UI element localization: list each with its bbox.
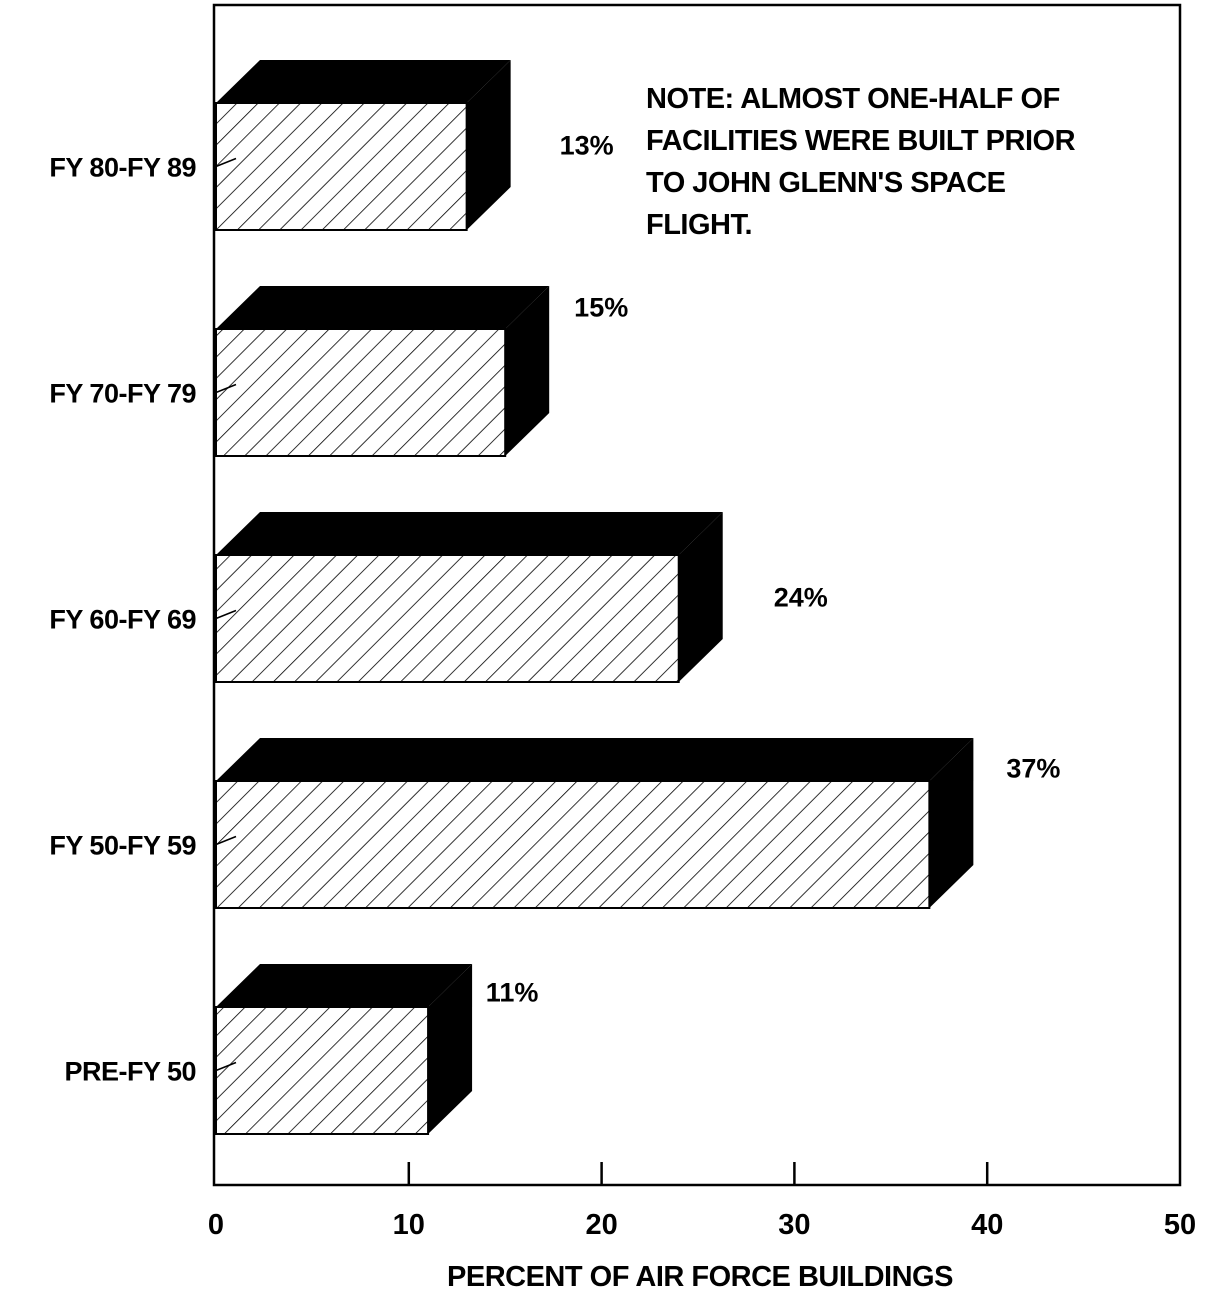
plot-frame (212, 3, 1182, 1187)
bar-top-face (216, 964, 473, 1007)
bar-group: FY 50-FY 59 37% (49, 738, 1060, 909)
category-label: FY 80-FY 89 (49, 153, 196, 183)
data-label: 15% (574, 293, 628, 323)
bar-top-face (216, 738, 974, 781)
bar-top-face (216, 286, 550, 329)
note-line: FACILITIES WERE BUILT PRIOR (646, 125, 1076, 157)
bar (215, 102, 468, 231)
bar (215, 328, 507, 457)
category-tick (215, 383, 237, 394)
bar (215, 554, 680, 683)
x-tick-label: 0 (208, 1209, 224, 1241)
bar-side-face (466, 60, 511, 230)
bar-side-face (929, 738, 974, 908)
category-label: FY 60-FY 69 (49, 605, 196, 635)
category-label: PRE-FY 50 (64, 1057, 196, 1087)
bars-group: FY 80-FY 89 13% FY 70-FY 79 15% FY 60-FY 69 2… (49, 60, 1060, 1135)
x-tick-label: 10 (393, 1209, 425, 1241)
category-label: FY 50-FY 59 (49, 831, 196, 861)
note-line: FLIGHT. (646, 209, 752, 241)
note-annotation: NOTE: ALMOST ONE-HALF OF FACILITIES WERE… (646, 83, 1076, 241)
bar-top-face (216, 512, 723, 555)
bar-group: FY 60-FY 69 24% (49, 512, 828, 683)
bar-group: FY 80-FY 89 13% (49, 60, 614, 231)
data-label: 37% (1006, 754, 1060, 784)
x-tick-label: 40 (971, 1209, 1003, 1241)
x-tick-label: 20 (585, 1209, 617, 1241)
note-line: TO JOHN GLENN'S SPACE (646, 167, 1006, 199)
bar-top-face (216, 60, 511, 103)
data-label: 24% (774, 583, 828, 613)
category-tick (215, 157, 237, 168)
category-tick (215, 609, 237, 620)
x-axis-label: PERCENT OF AIR FORCE BUILDINGS (447, 1261, 953, 1293)
bar-side-face (428, 964, 473, 1134)
bar (215, 1006, 430, 1135)
category-label: FY 70-FY 79 (49, 379, 196, 409)
data-label: 11% (486, 978, 539, 1008)
x-tick-label: 50 (1164, 1209, 1196, 1241)
category-tick (215, 1061, 237, 1072)
bar-side-face (505, 286, 550, 456)
bar-group: FY 70-FY 79 15% (49, 286, 628, 457)
x-axis-ticks: 0 10 20 30 40 50 (208, 1162, 1196, 1241)
category-tick (215, 835, 237, 846)
x-tick-label: 30 (778, 1209, 810, 1241)
bar (215, 780, 931, 909)
note-line: NOTE: ALMOST ONE-HALF OF (646, 83, 1060, 115)
data-label: 13% (560, 131, 614, 161)
bar-side-face (678, 512, 723, 682)
bar-group: PRE-FY 50 11% (64, 964, 539, 1135)
